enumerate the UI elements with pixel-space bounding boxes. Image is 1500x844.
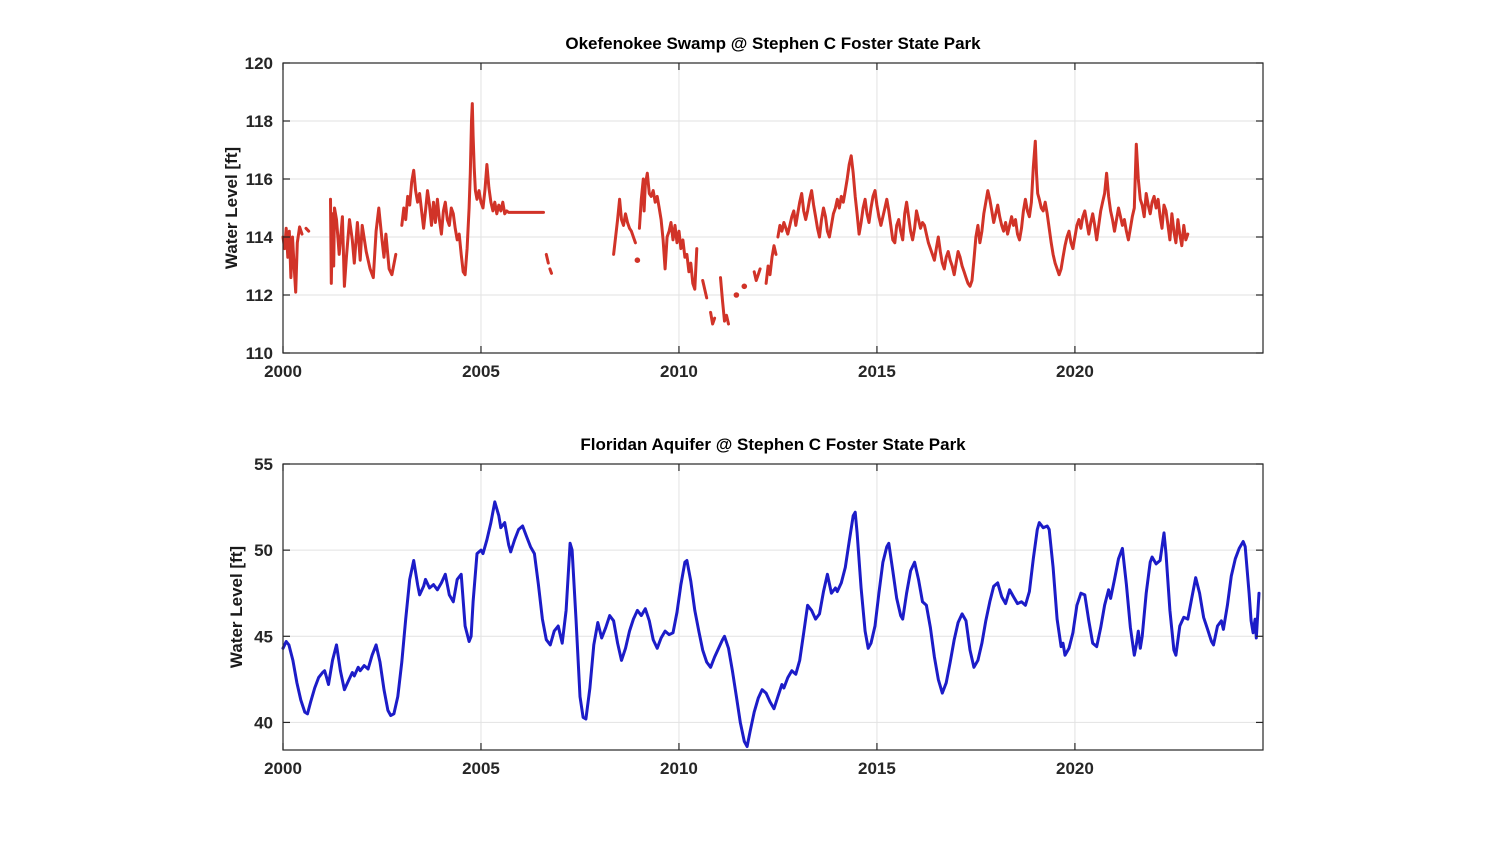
axis-box xyxy=(282,463,1264,751)
data-series xyxy=(304,226,311,233)
y-tick-label: 110 xyxy=(246,344,273,363)
x-tick-label: 2010 xyxy=(660,759,698,778)
y-tick-label: 112 xyxy=(246,286,273,305)
y-tick-label: 55 xyxy=(254,455,273,474)
axis-box xyxy=(282,62,1264,354)
y-tick-label: 50 xyxy=(254,541,273,560)
data-series xyxy=(764,244,778,285)
data-series xyxy=(329,197,398,288)
data-series xyxy=(719,276,730,326)
y-tick-label: 118 xyxy=(246,112,273,131)
x-tick-label: 2000 xyxy=(264,759,302,778)
data-series xyxy=(548,267,553,275)
x-tick-label: 2000 xyxy=(264,362,302,381)
x-tick-label: 2005 xyxy=(462,362,500,381)
y-tick-label: 120 xyxy=(245,54,273,73)
data-series xyxy=(612,197,637,256)
y-tick-label: 116 xyxy=(246,170,273,189)
top-plot-title: Okefenokee Swamp @ Stephen C Foster Stat… xyxy=(565,34,981,53)
x-tick-label: 2015 xyxy=(858,759,896,778)
data-series xyxy=(400,102,545,277)
y-tick-label: 114 xyxy=(246,228,274,247)
data-series xyxy=(637,171,699,291)
data-series xyxy=(281,225,304,294)
y-tick-label: 40 xyxy=(254,713,273,732)
x-tick-label: 2020 xyxy=(1056,362,1094,381)
x-tick-label: 2005 xyxy=(462,759,500,778)
y-tick-label: 45 xyxy=(254,627,273,646)
bottom-plot-title: Floridan Aquifer @ Stephen C Foster Stat… xyxy=(580,435,966,454)
data-series xyxy=(752,267,762,282)
data-point xyxy=(741,283,748,290)
data-series xyxy=(776,139,1190,288)
x-tick-label: 2015 xyxy=(858,362,896,381)
data-series xyxy=(701,279,709,300)
data-series xyxy=(281,500,1261,749)
data-series xyxy=(709,310,717,326)
data-point xyxy=(733,292,740,298)
data-point xyxy=(634,257,641,264)
x-tick-label: 2020 xyxy=(1056,759,1094,778)
x-tick-label: 2010 xyxy=(660,362,698,381)
data-series xyxy=(544,252,550,265)
